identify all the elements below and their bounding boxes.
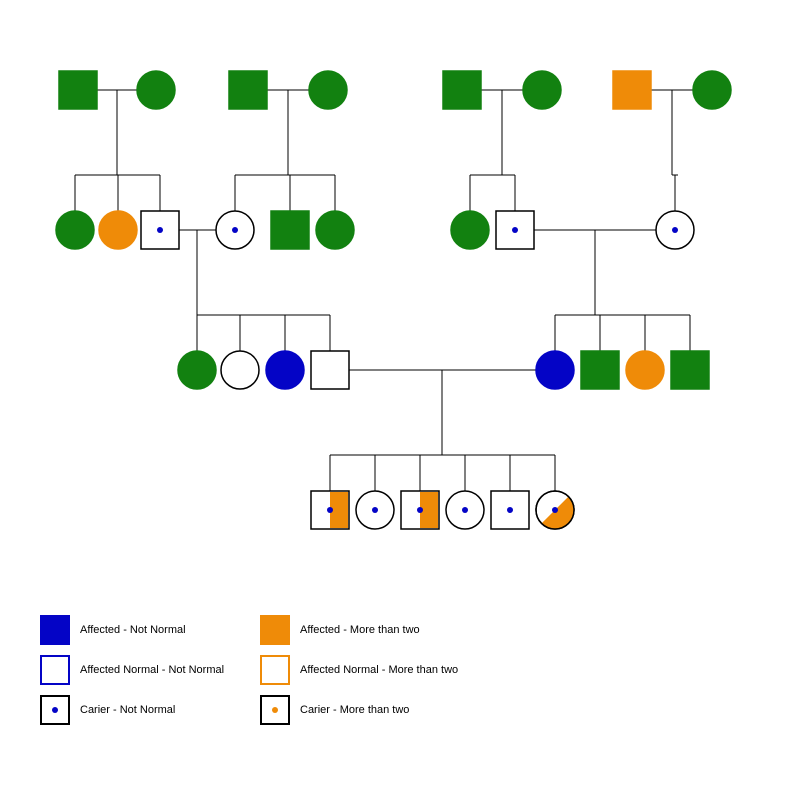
legend-label: Affected Normal - Not Normal (80, 664, 224, 676)
legend-item: Carier - Not Normal (40, 695, 260, 725)
legend-item: Affected Normal - More than two (260, 655, 480, 685)
pedigree-node (216, 211, 254, 249)
legend-swatch (260, 655, 290, 685)
legend-swatch (40, 655, 70, 685)
pedigree-node (656, 211, 694, 249)
legend-label: Carier - More than two (300, 704, 409, 716)
pedigree-node (496, 211, 534, 249)
pedigree-node (178, 351, 216, 389)
legend: Affected - Not Normal Affected - More tha… (40, 610, 480, 730)
pedigree-node (309, 71, 347, 109)
pedigree-node (59, 71, 97, 109)
legend-item: Affected - More than two (260, 615, 480, 645)
legend-swatch (40, 695, 70, 725)
legend-row: Carier - Not Normal Carier - More than tw… (40, 690, 480, 730)
pedigree-node (693, 71, 731, 109)
legend-label: Affected Normal - More than two (300, 664, 458, 676)
pedigree-node (137, 71, 175, 109)
pedigree-node (316, 211, 354, 249)
pedigree-node (311, 491, 349, 529)
legend-label: Affected - More than two (300, 624, 420, 636)
pedigree-node (99, 211, 137, 249)
pedigree-node (56, 211, 94, 249)
pedigree-node (581, 351, 619, 389)
pedigree-node (141, 211, 179, 249)
legend-swatch (260, 695, 290, 725)
legend-row: Affected - Not Normal Affected - More tha… (40, 610, 480, 650)
pedigree-node (626, 351, 664, 389)
pedigree-node (613, 71, 651, 109)
pedigree-node (311, 351, 349, 389)
pedigree-node (229, 71, 267, 109)
pedigree-node (536, 491, 574, 529)
pedigree-node (451, 211, 489, 249)
legend-label: Carier - Not Normal (80, 704, 175, 716)
legend-item: Affected Normal - Not Normal (40, 655, 260, 685)
pedigree-node (536, 351, 574, 389)
pedigree-node (221, 351, 259, 389)
legend-swatch (40, 615, 70, 645)
legend-label: Affected - Not Normal (80, 624, 186, 636)
pedigree-node (491, 491, 529, 529)
pedigree-node (443, 71, 481, 109)
legend-swatch (260, 615, 290, 645)
pedigree-node (356, 491, 394, 529)
pedigree-node (401, 491, 439, 529)
pedigree-node (446, 491, 484, 529)
legend-item: Affected - Not Normal (40, 615, 260, 645)
pedigree-node (266, 351, 304, 389)
pedigree-node (671, 351, 709, 389)
legend-item: Carier - More than two (260, 695, 480, 725)
legend-row: Affected Normal - Not Normal Affected Nor… (40, 650, 480, 690)
pedigree-node (271, 211, 309, 249)
pedigree-node (523, 71, 561, 109)
